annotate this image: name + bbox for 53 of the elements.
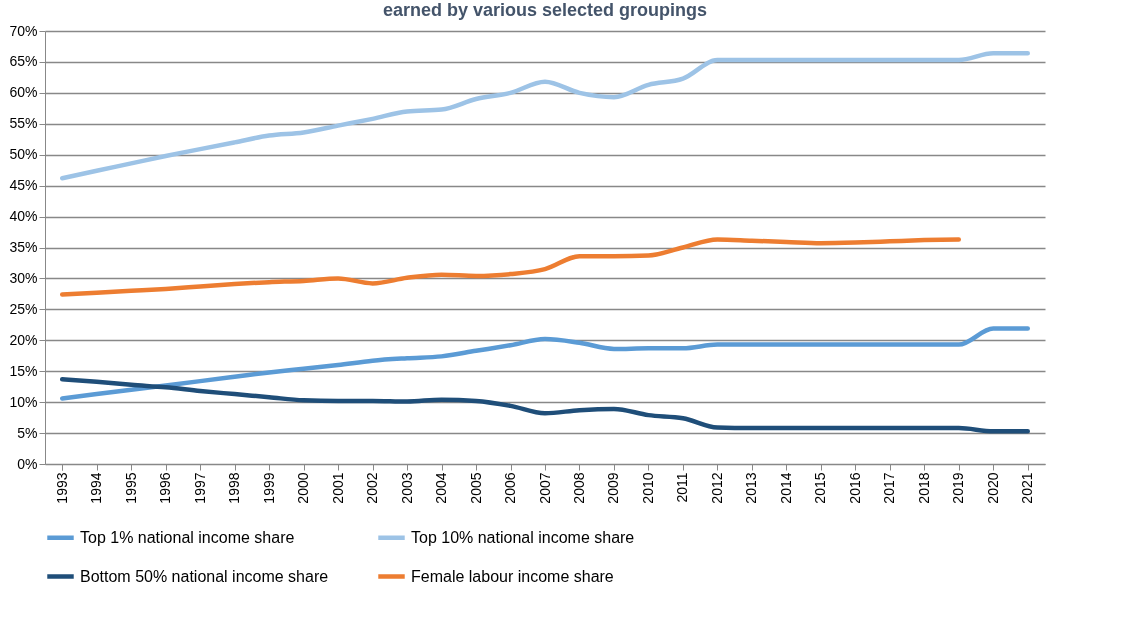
x-tick-label: 2015 (812, 472, 829, 504)
y-tick-label: 60% (9, 84, 38, 101)
y-tick-label: 70% (9, 22, 38, 39)
x-tick-label: 2020 (984, 472, 1001, 504)
line-series (59, 237, 962, 297)
x-tick-label: 1998 (226, 472, 243, 504)
x-tick-label: 1995 (122, 472, 139, 504)
line-series (59, 377, 1031, 434)
y-tick-label: 10% (9, 393, 38, 410)
x-tick-label: 2000 (295, 472, 312, 504)
y-tick-label: 65% (9, 53, 38, 70)
x-tick-label: 2018 (915, 472, 932, 504)
x-tick-label: 2019 (950, 472, 967, 504)
line-series (59, 51, 1031, 181)
y-tick-label: 35% (9, 239, 38, 255)
x-tick-label: 1996 (157, 472, 174, 504)
y-tick-label: 45% (9, 177, 38, 194)
x-tick-label: 2004 (433, 472, 450, 504)
x-tick-label: 2010 (639, 472, 656, 504)
legend-label: Bottom 50% national income share (80, 567, 329, 585)
chart-title: earned by various selected groupings (382, 0, 708, 20)
y-tick-label: 30% (9, 269, 38, 286)
x-tick-label: 2002 (364, 472, 381, 504)
x-tick-label: 2005 (467, 472, 484, 504)
x-tick-label: 2016 (846, 472, 863, 504)
legend-label: Top 1% national income share (80, 528, 295, 546)
x-tick-label: 1993 (53, 472, 70, 504)
line-series (59, 326, 1031, 401)
x-tick-label: 2007 (536, 472, 553, 504)
y-tick-label: 55% (9, 115, 38, 132)
y-tick-label: 15% (9, 362, 38, 379)
y-tick-label: 40% (9, 208, 38, 225)
x-tick-label: 2021 (1019, 472, 1036, 504)
x-tick-label: 2013 (743, 472, 760, 504)
x-tick-label: 2011 (674, 472, 691, 503)
x-tick-label: 2012 (708, 472, 725, 504)
x-tick-label: 2017 (881, 472, 898, 504)
x-tick-label: 2003 (398, 472, 415, 504)
legend-label: Top 10% national income share (411, 528, 635, 546)
x-tick-label: 2008 (570, 472, 587, 504)
x-tick-label: 1997 (191, 472, 208, 504)
x-tick-label: 2001 (329, 472, 346, 504)
y-tick-label: 20% (9, 331, 38, 348)
legend-label: Female labour income share (411, 567, 614, 585)
x-tick-label: 1994 (88, 472, 105, 504)
y-tick-label: 50% (9, 146, 38, 163)
x-tick-label: 2014 (777, 472, 794, 504)
x-tick-label: 2006 (502, 472, 519, 504)
x-tick-label: 1999 (260, 472, 277, 504)
y-tick-label: 25% (9, 300, 38, 317)
y-tick-label: 5% (17, 424, 38, 441)
x-tick-label: 2009 (605, 472, 622, 504)
y-tick-label: 0% (17, 455, 38, 472)
